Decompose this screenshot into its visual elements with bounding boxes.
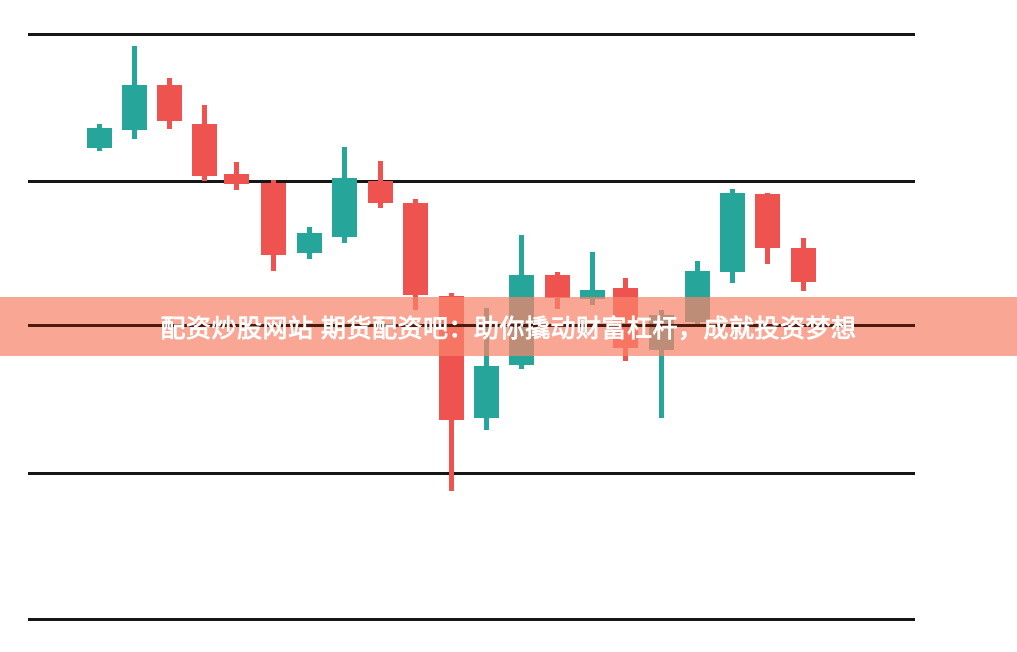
candle-body: [261, 183, 286, 255]
gridline: [28, 180, 915, 183]
candle-body: [545, 275, 570, 298]
candle-body: [87, 128, 112, 148]
gridline: [28, 33, 915, 36]
candle-wick: [590, 252, 595, 305]
candle-body: [122, 85, 147, 130]
candle-body: [297, 233, 322, 253]
candle-body: [403, 203, 428, 295]
headline-text: 配资炒股网站 期货配资吧：助你撬动财富杠杆，成就投资梦想: [160, 314, 857, 343]
banner-gridline-overlay: [28, 324, 915, 327]
gridline: [28, 472, 915, 475]
candle-body: [474, 366, 499, 418]
candle-body: [157, 85, 182, 121]
candle-body: [368, 181, 393, 203]
candle-body: [791, 248, 816, 282]
candle-body: [580, 290, 605, 299]
candle-body: [224, 174, 249, 184]
gridline: [28, 618, 915, 621]
candle-body: [755, 194, 780, 248]
candle-body: [720, 193, 745, 272]
candle-body: [332, 178, 357, 237]
candle-body: [192, 124, 217, 176]
candle-wick: [659, 310, 664, 418]
